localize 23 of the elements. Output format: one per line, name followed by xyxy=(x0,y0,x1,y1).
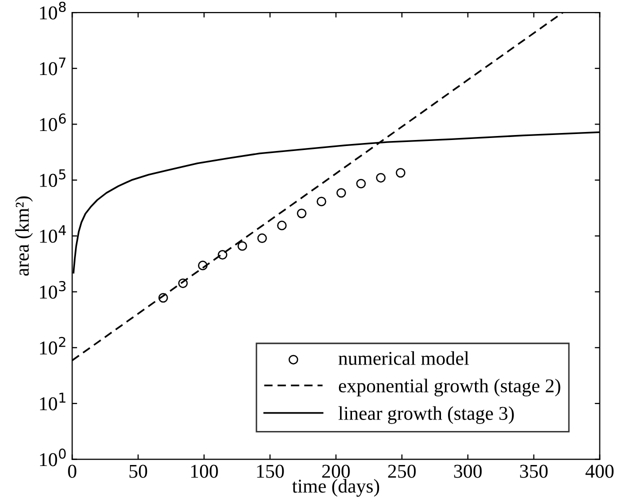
y-tick-label: 10$^{8}$ xyxy=(40,2,66,20)
x-tick-label: 0 xyxy=(68,464,76,478)
x-tick-label: 50 xyxy=(130,464,148,478)
x-tick-label: 250 xyxy=(388,464,416,478)
legend-label: numerical model xyxy=(338,351,469,365)
x-axis-title: time (days) xyxy=(292,479,380,497)
y-tick-label: 10$^{1}$ xyxy=(40,392,66,410)
y-tick-label: 10$^{7}$ xyxy=(40,58,66,76)
x-tick-label: 100 xyxy=(191,464,218,478)
x-tick-label: 150 xyxy=(257,464,284,478)
y-tick-label: 10$^{5}$ xyxy=(40,169,66,187)
y-axis-title: area (km²) xyxy=(15,196,33,276)
x-tick-label: 350 xyxy=(520,464,548,478)
x-tick-label: 200 xyxy=(322,464,350,478)
y-tick-label: 10$^{2}$ xyxy=(40,336,66,355)
legend-label: exponential growth (stage 2) xyxy=(338,378,560,396)
y-tick-label: 10$^{4}$ xyxy=(40,225,66,243)
x-tick-label: 400 xyxy=(586,464,614,478)
y-tick-label: 10$^{0}$ xyxy=(40,448,66,466)
y-tick-label: 10$^{3}$ xyxy=(40,280,66,299)
y-tick-label: 10$^{6}$ xyxy=(40,113,66,132)
x-tick-label: 300 xyxy=(454,464,482,478)
legend-label: linear growth (stage 3) xyxy=(338,406,514,424)
